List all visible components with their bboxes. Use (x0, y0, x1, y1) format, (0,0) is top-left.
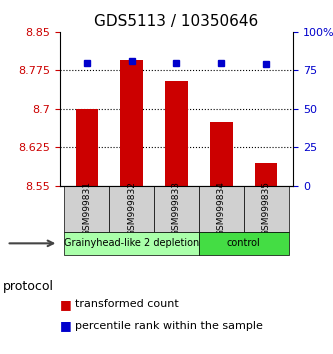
Text: GSM999831: GSM999831 (82, 181, 91, 236)
FancyBboxPatch shape (154, 185, 199, 232)
Text: ■: ■ (60, 319, 72, 332)
Text: Grainyhead-like 2 depletion: Grainyhead-like 2 depletion (64, 238, 199, 249)
Bar (165, 81, 188, 185)
Text: GSM999833: GSM999833 (172, 181, 181, 236)
Text: transformed count: transformed count (75, 299, 179, 309)
FancyBboxPatch shape (64, 232, 199, 255)
FancyBboxPatch shape (109, 185, 154, 232)
Text: GSM999832: GSM999832 (127, 181, 136, 236)
Text: protocol: protocol (3, 280, 54, 293)
Text: ■: ■ (60, 298, 72, 311)
Title: GDS5113 / 10350646: GDS5113 / 10350646 (94, 14, 259, 29)
FancyBboxPatch shape (244, 185, 289, 232)
Bar (210, 121, 232, 185)
Text: percentile rank within the sample: percentile rank within the sample (75, 321, 263, 331)
Bar (76, 109, 98, 185)
Bar (121, 60, 143, 185)
Bar (255, 162, 277, 185)
FancyBboxPatch shape (199, 185, 244, 232)
Text: GSM999834: GSM999834 (217, 181, 226, 236)
FancyBboxPatch shape (199, 232, 289, 255)
Text: GSM999835: GSM999835 (262, 181, 271, 236)
FancyBboxPatch shape (64, 185, 109, 232)
Text: control: control (227, 238, 261, 249)
